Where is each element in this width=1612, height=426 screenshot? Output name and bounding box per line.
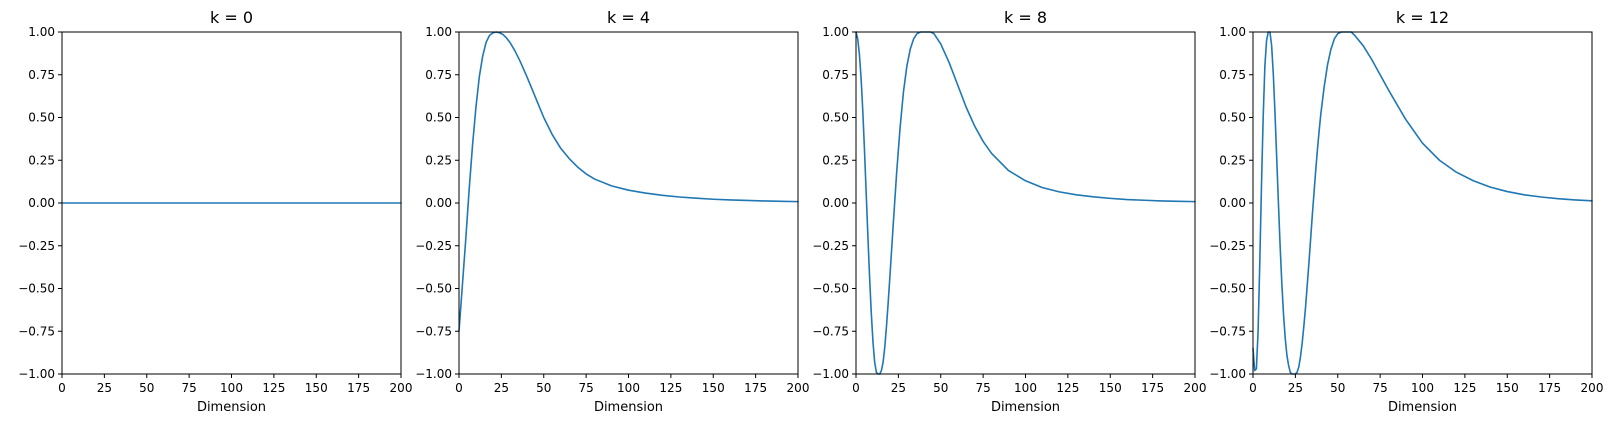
x-tick-label: 125: [1453, 381, 1476, 395]
x-tick-label: 50: [139, 381, 154, 395]
x-tick-label: 100: [220, 381, 243, 395]
y-tick-label: −0.75: [18, 324, 55, 338]
x-tick-label: 50: [536, 381, 551, 395]
y-tick-label: −1.00: [415, 367, 452, 381]
y-tick-label: 0.25: [1219, 153, 1246, 167]
y-tick-label: 1.00: [28, 25, 55, 39]
x-tick-label: 75: [1372, 381, 1387, 395]
x-axis-label: Dimension: [1388, 400, 1457, 415]
x-tick-label: 175: [1538, 381, 1561, 395]
x-tick-label: 175: [744, 381, 767, 395]
x-tick-label: 125: [1056, 381, 1079, 395]
y-tick-label: 0.50: [28, 111, 55, 125]
y-tick-label: 0.50: [1219, 111, 1246, 125]
y-tick-label: −0.25: [1209, 239, 1246, 253]
x-tick-label: 75: [578, 381, 593, 395]
subplot-title: k = 8: [1004, 8, 1047, 27]
x-tick-label: 0: [1249, 381, 1257, 395]
x-tick-label: 25: [891, 381, 906, 395]
series-line: [458, 31, 799, 333]
y-tick-label: 0.00: [822, 196, 849, 210]
subplot-2: 0 25 50 75 100 125 150 175 200 −1.00 −0.75 −0.50 −0.…: [415, 8, 809, 415]
series-line: [855, 31, 1196, 375]
x-tick-label: 50: [933, 381, 948, 395]
subplot-1: 0 25 50 75 100 125 150 175 200 −1.00 −0.75 −0.50 −0.…: [18, 8, 412, 415]
x-tick-label: 75: [181, 381, 196, 395]
y-tick-label: −0.50: [1209, 282, 1246, 296]
x-tick-label: 100: [1014, 381, 1037, 395]
axes-frame: [855, 31, 1196, 375]
subplot-4: 0 25 50 75 100 125 150 175 200 −1.00 −0.75 −0.50 −0.…: [1209, 8, 1603, 415]
x-tick-label: 200: [787, 381, 810, 395]
y-tick-label: 0.25: [28, 153, 55, 167]
y-tick-label: −0.75: [1209, 324, 1246, 338]
x-tick-label: 100: [617, 381, 640, 395]
x-tick-label: 25: [1288, 381, 1303, 395]
y-tick-label: 0.75: [1219, 68, 1246, 82]
x-tick-label: 200: [1581, 381, 1604, 395]
y-tick-label: −0.25: [18, 239, 55, 253]
y-tick-label: 0.75: [822, 68, 849, 82]
x-tick-label: 175: [347, 381, 370, 395]
y-tick-label: 1.00: [1219, 25, 1246, 39]
y-tick-label: −0.75: [415, 324, 452, 338]
x-tick-label: 0: [455, 381, 463, 395]
x-tick-label: 125: [262, 381, 285, 395]
y-tick-label: −0.75: [812, 324, 849, 338]
y-tick-label: −1.00: [812, 367, 849, 381]
subplot-title: k = 12: [1396, 8, 1449, 27]
y-tick-label: 0.75: [28, 68, 55, 82]
x-tick-label: 175: [1141, 381, 1164, 395]
y-tick-label: −0.25: [415, 239, 452, 253]
y-tick-label: −0.50: [415, 282, 452, 296]
x-tick-label: 200: [1184, 381, 1207, 395]
x-tick-label: 50: [1330, 381, 1345, 395]
y-tick-label: −1.00: [18, 367, 55, 381]
y-tick-label: 0.00: [1219, 196, 1246, 210]
x-tick-label: 100: [1411, 381, 1434, 395]
x-tick-label: 0: [58, 381, 66, 395]
x-tick-label: 75: [975, 381, 990, 395]
y-tick-label: 0.50: [822, 111, 849, 125]
y-tick-label: 0.50: [425, 111, 452, 125]
y-tick-label: −0.25: [812, 239, 849, 253]
y-tick-label: 0.75: [425, 68, 452, 82]
y-tick-label: −0.50: [812, 282, 849, 296]
subplot-title: k = 0: [210, 8, 253, 27]
x-tick-label: 0: [852, 381, 860, 395]
x-tick-label: 150: [1496, 381, 1519, 395]
y-tick-label: −1.00: [1209, 367, 1246, 381]
subplot-title: k = 4: [607, 8, 650, 27]
subplot-3: 0 25 50 75 100 125 150 175 200 −1.00 −0.75 −0.50 −0.…: [812, 8, 1206, 415]
y-tick-label: 1.00: [425, 25, 452, 39]
x-axis-label: Dimension: [197, 400, 266, 415]
y-tick-label: 0.25: [822, 153, 849, 167]
axes-frame: [458, 31, 799, 375]
x-tick-label: 25: [97, 381, 112, 395]
x-tick-label: 150: [305, 381, 328, 395]
y-tick-label: 1.00: [822, 25, 849, 39]
x-tick-label: 125: [659, 381, 682, 395]
y-tick-label: 0.25: [425, 153, 452, 167]
x-tick-label: 150: [1099, 381, 1122, 395]
x-tick-label: 200: [390, 381, 413, 395]
y-tick-label: −0.50: [18, 282, 55, 296]
x-axis-label: Dimension: [594, 400, 663, 415]
series-line: [1252, 31, 1593, 375]
x-axis-label: Dimension: [991, 400, 1060, 415]
y-tick-label: 0.00: [425, 196, 452, 210]
x-tick-label: 150: [702, 381, 725, 395]
y-tick-label: 0.00: [28, 196, 55, 210]
x-tick-label: 25: [494, 381, 509, 395]
